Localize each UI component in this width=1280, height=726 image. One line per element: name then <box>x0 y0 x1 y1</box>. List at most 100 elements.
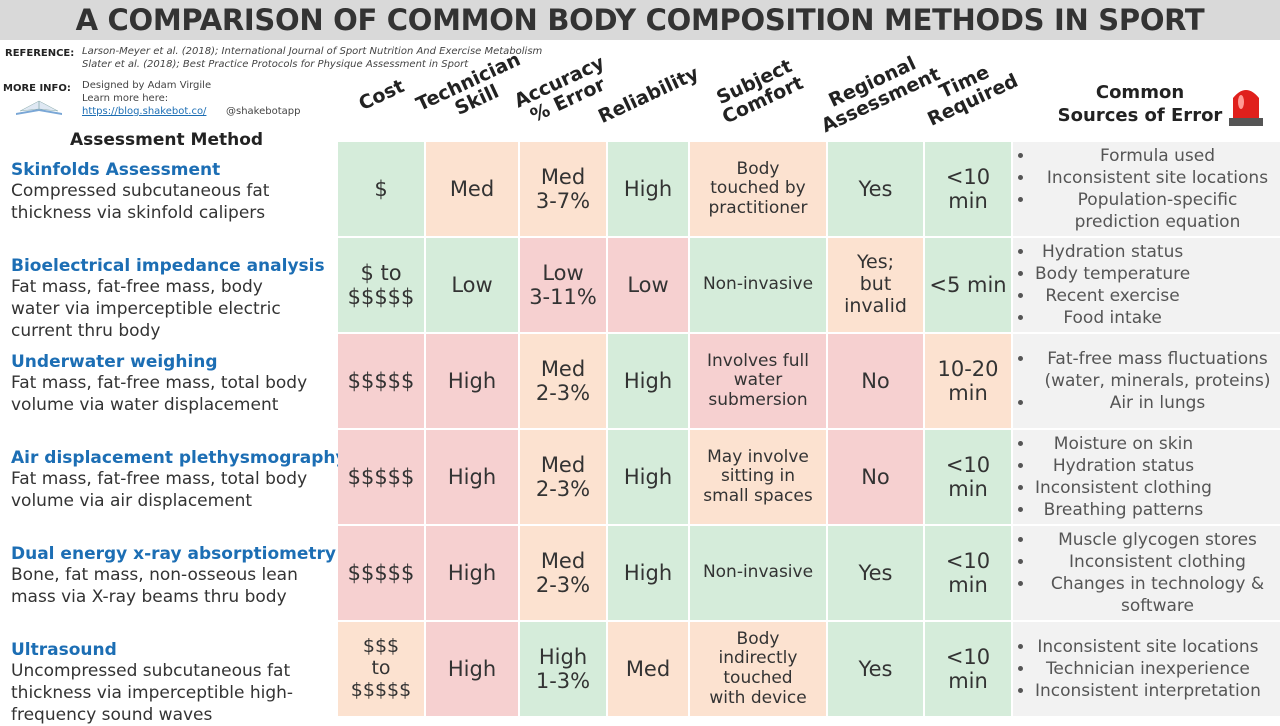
cell-line: 2-3% <box>535 477 591 501</box>
method-description: Fat mass, fat-free mass, total body <box>11 469 308 489</box>
more-info: Learn more here: <box>82 93 169 104</box>
table-cell: $$$ to $$$$$ <box>338 622 426 718</box>
errors-header-line: Common <box>1095 82 1185 103</box>
errors-cell: Formula usedInconsistent site locationsP… <box>1013 142 1280 238</box>
table-cell: High <box>426 334 520 430</box>
errors-list: Formula usedInconsistent site locationsP… <box>1013 145 1280 233</box>
cell-line: Yes; <box>856 251 895 274</box>
book-icon <box>16 100 62 115</box>
cell-line: Yes <box>858 560 893 585</box>
cell-line: 2-3% <box>535 381 591 405</box>
method-description: volume via water displacement <box>11 395 279 416</box>
cell-line: practitioner <box>708 197 808 218</box>
cell-line: Low <box>542 260 584 285</box>
table-cell: Yes <box>828 526 925 622</box>
more-info: Designed by Adam Virgile <box>82 80 212 91</box>
table-cell: High <box>426 622 520 718</box>
cell-line: Non-invasive <box>702 274 814 295</box>
table-cell: No <box>828 430 925 526</box>
cell-line: High <box>623 464 673 489</box>
table-cell: Med 2-3% <box>520 334 608 430</box>
error-item: Muscle glycogen stores <box>1035 529 1280 551</box>
table-cell: Med 2-3% <box>520 430 608 526</box>
cell-line: small spaces <box>703 485 813 506</box>
table-cell: High <box>608 430 690 526</box>
cell-line: May involve <box>707 446 809 467</box>
link[interactable]: https://blog.shakebot.co/ <box>82 106 207 117</box>
cell-line: min <box>948 381 988 405</box>
table-cell: Med <box>608 622 690 718</box>
table-cell: High <box>426 526 520 622</box>
error-item: Hydration status <box>1035 455 1212 477</box>
cell-line: No <box>861 368 890 393</box>
cell-line: Involves full <box>707 350 809 371</box>
table-cell: High <box>608 526 690 622</box>
cell-line: High <box>447 656 497 681</box>
error-item: Hydration status <box>1035 241 1190 263</box>
method-description: Compressed subcutaneous fat <box>11 181 270 201</box>
table-cell: Body touched by practitioner <box>690 142 828 238</box>
cell-line: min <box>948 669 988 693</box>
table-cell: Yes <box>828 622 925 718</box>
method-name: Dual energy x-ray absorptiometry <box>11 544 336 564</box>
cell-line: Yes <box>858 176 893 201</box>
cell-line: submersion <box>708 389 808 410</box>
cell-line: High <box>623 176 673 201</box>
cell-line: Med <box>540 548 586 573</box>
table-cell: Med 3-7% <box>520 142 608 238</box>
table-cell: $ <box>338 142 426 238</box>
cell-line: indirectly <box>718 648 798 669</box>
error-item: Formula used <box>1035 145 1280 167</box>
errors-header: Common Sources of Error <box>1040 81 1240 128</box>
errors-cell: Fat-free mass fluctuations (water, miner… <box>1013 334 1280 430</box>
method: Dual energy x-ray absorptiometry Bone, fa… <box>11 544 336 608</box>
method-description: current thru body <box>11 321 161 342</box>
cell-line: <5 min <box>929 272 1007 297</box>
cell-line: High <box>447 464 497 489</box>
error-item: Inconsistent clothing <box>1035 551 1280 573</box>
cell-line: High <box>538 644 588 669</box>
method-description: thickness via imperceptible high- <box>11 683 294 704</box>
title-bar <box>0 0 1280 40</box>
table-cell: <10 min <box>925 430 1013 526</box>
method-description: frequency sound waves <box>11 705 213 726</box>
method: Underwater weighing Fat mass, fat-free ma… <box>11 352 336 416</box>
method-description: volume via air displacement <box>11 491 253 512</box>
method-header: Assessment Method <box>70 130 264 150</box>
cell-line: but <box>859 273 892 296</box>
table-cell: <5 min <box>925 238 1013 334</box>
error-item: Moisture on skin <box>1035 433 1212 455</box>
errors-list: Inconsistent site locationsTechnician in… <box>1013 636 1261 702</box>
cell-line: High <box>447 560 497 585</box>
error-item: Fat-free mass fluctuations (water, miner… <box>1035 348 1280 392</box>
table-cell: $ to $$$$$ <box>338 238 426 334</box>
cell-line: $$$$$ <box>347 368 415 393</box>
table-cell: High <box>426 430 520 526</box>
cell-line: Body <box>736 628 780 649</box>
cell-line: 3-11% <box>529 285 597 309</box>
errors-list: Muscle glycogen storesInconsistent cloth… <box>1013 529 1280 617</box>
cell-line: Med <box>540 164 586 189</box>
cell-line: touched <box>723 668 793 688</box>
method: Bioelectrical impedance analysis Fat mass… <box>11 256 336 342</box>
table-cell: Non-invasive <box>690 238 828 334</box>
table-cell: Low <box>608 238 690 334</box>
table-cell: Yes <box>828 142 925 238</box>
cell-line: <10 <box>945 164 991 189</box>
cell-line: <10 <box>945 452 991 477</box>
table-cell: High <box>608 334 690 430</box>
error-item: Body temperature <box>1035 263 1190 285</box>
table-cell: Low <box>426 238 520 334</box>
cell-line: 1-3% <box>535 669 591 693</box>
errors-cell: Inconsistent site locationsTechnician in… <box>1013 622 1280 718</box>
method-name: Underwater weighing <box>11 352 218 372</box>
table-cell: Med <box>426 142 520 238</box>
cell-line: Non-invasive <box>702 562 814 583</box>
cell-line: touched by <box>710 178 806 199</box>
siren-icon <box>1229 90 1263 126</box>
cell-line: $ <box>374 176 388 201</box>
cell-line: invalid <box>844 294 907 317</box>
method-description: thickness via skinfold calipers <box>11 203 266 224</box>
table-cell: <10 min <box>925 622 1013 718</box>
table-cell: Yes; but invalid <box>828 238 925 334</box>
